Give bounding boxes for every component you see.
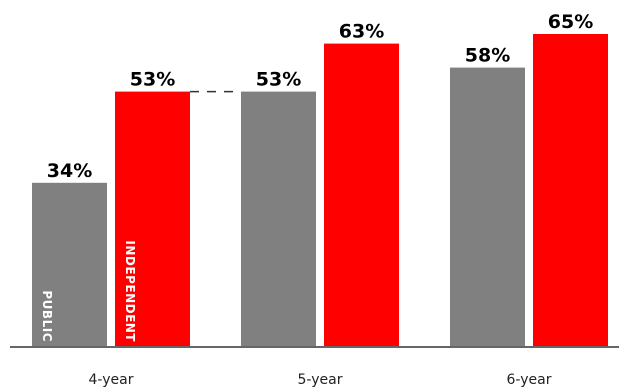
- bar-public-5-year: [241, 91, 316, 346]
- value-label-independent-6-year: 65%: [548, 11, 593, 33]
- bar-independent-6-year: [533, 34, 608, 346]
- bars-layer: [32, 34, 608, 346]
- value-label-public-4-year: 34%: [47, 160, 92, 182]
- bar-independent-5-year: [324, 43, 399, 346]
- category-label-5-year: 5-year: [298, 372, 343, 388]
- value-label-independent-5-year: 63%: [339, 21, 384, 43]
- category-label-6-year: 6-year: [507, 372, 552, 388]
- bar-independent-4-year: [115, 91, 190, 346]
- category-label-4-year: 4-year: [89, 372, 134, 388]
- bar-public-4-year: [32, 182, 107, 346]
- bar-public-6-year: [450, 67, 525, 346]
- value-label-public-5-year: 53%: [256, 69, 301, 91]
- value-labels-layer: 34% 53% 53% 63% 58% 65%: [47, 11, 593, 182]
- value-label-public-6-year: 58%: [465, 45, 510, 67]
- value-label-independent-4-year: 53%: [130, 69, 175, 91]
- series-name-labels-layer: PUBLIC INDEPENDENT: [40, 240, 137, 342]
- series-name-independent: INDEPENDENT: [123, 240, 137, 342]
- category-labels-layer: 4-year 5-year 6-year: [89, 372, 552, 388]
- series-name-public: PUBLIC: [40, 290, 54, 342]
